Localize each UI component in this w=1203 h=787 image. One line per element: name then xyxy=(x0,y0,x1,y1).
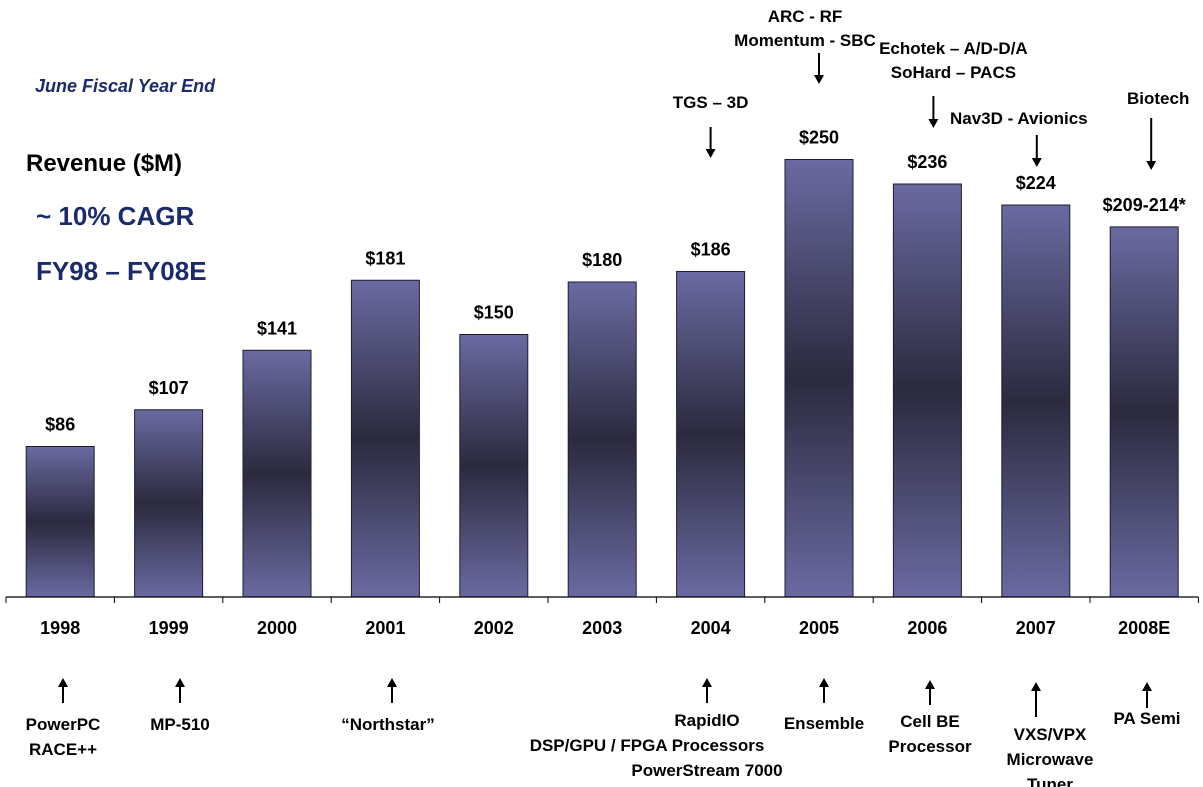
bar-2005 xyxy=(784,159,854,598)
bar-2001 xyxy=(350,279,420,598)
bottom-annotation-2006: Cell BE xyxy=(900,712,960,731)
range-label: FY98 – FY08E xyxy=(36,256,207,286)
arrow-down-icon xyxy=(1146,161,1157,170)
arrow-down-icon xyxy=(705,149,716,158)
value-label-2000: $141 xyxy=(257,318,297,338)
chart-title: Revenue ($M) xyxy=(26,150,183,177)
category-label-2004: 2004 xyxy=(691,618,731,638)
arrow-up-icon xyxy=(58,678,68,687)
arrow-up-icon xyxy=(702,678,712,687)
bar-2003 xyxy=(567,281,637,598)
top-annotation-2005: Momentum - SBC xyxy=(734,31,876,50)
category-label-1999: 1999 xyxy=(149,618,189,638)
category-label-2008e: 2008E xyxy=(1118,618,1170,638)
bottom-annotation-2006: Processor xyxy=(888,737,972,756)
bar-2006 xyxy=(892,183,962,598)
category-label-2005: 2005 xyxy=(799,618,839,638)
bottom-annotation-2007: VXS/VPX xyxy=(1014,725,1087,744)
value-label-2001: $181 xyxy=(365,248,405,268)
bar-1999 xyxy=(134,409,204,598)
value-label-1999: $107 xyxy=(149,378,189,398)
top-annotation-2008e: Biotech xyxy=(1127,89,1189,108)
arrow-down-icon xyxy=(814,75,824,84)
bar-2007 xyxy=(1001,204,1071,598)
bottom-annotation-2004: RapidIO xyxy=(674,711,739,730)
bottom-annotation-2001: “Northstar” xyxy=(341,715,435,734)
arrow-down-icon xyxy=(928,119,939,128)
top-annotation-2006: SoHard – PACS xyxy=(891,63,1016,82)
bottom-annotation-2007: Tuner xyxy=(1027,775,1073,787)
category-label-2002: 2002 xyxy=(474,618,514,638)
bottom-annotation-1999: MP-510 xyxy=(150,715,210,734)
arrow-up-icon xyxy=(175,678,185,687)
value-label-2002: $150 xyxy=(474,303,514,323)
bottom-annotation-2004: PowerStream 7000 xyxy=(631,761,782,780)
value-label-2006: $236 xyxy=(907,152,947,172)
bottom-annotation-1998: RACE++ xyxy=(29,740,97,759)
arrow-up-icon xyxy=(925,680,935,689)
category-label-1998: 1998 xyxy=(40,618,80,638)
top-annotation-2004: TGS – 3D xyxy=(673,93,749,112)
bar-2008e xyxy=(1109,226,1179,598)
category-label-2007: 2007 xyxy=(1016,618,1056,638)
bar-2004 xyxy=(676,271,746,598)
category-label-2006: 2006 xyxy=(907,618,947,638)
bottom-annotation-1998: PowerPC xyxy=(26,715,101,734)
arrow-up-icon xyxy=(819,678,829,687)
category-label-2000: 2000 xyxy=(257,618,297,638)
value-label-2003: $180 xyxy=(582,250,622,270)
arrow-up-icon xyxy=(387,678,397,687)
category-label-2003: 2003 xyxy=(582,618,622,638)
bar-1998 xyxy=(25,446,95,598)
arrow-up-icon xyxy=(1031,682,1041,691)
bottom-annotation-2005: Ensemble xyxy=(784,714,864,733)
fiscal-year-note: June Fiscal Year End xyxy=(35,76,216,96)
cagr-label: ~ 10% CAGR xyxy=(36,201,195,231)
arrow-down-icon xyxy=(1031,158,1042,167)
value-label-1998: $86 xyxy=(45,415,75,435)
category-label-2001: 2001 xyxy=(365,618,405,638)
bar-2002 xyxy=(459,334,529,598)
top-annotation-2005: ARC - RF xyxy=(768,7,843,26)
value-label-2007: $224 xyxy=(1016,173,1056,193)
bar-2000 xyxy=(242,349,312,598)
bottom-annotation-2008e: PA Semi xyxy=(1113,709,1180,728)
arrow-up-icon xyxy=(1142,682,1152,691)
bottom-annotation-2004: DSP/GPU / FPGA Processors xyxy=(530,736,765,755)
value-label-2004: $186 xyxy=(691,240,731,260)
value-label-2005: $250 xyxy=(799,128,839,148)
bottom-annotation-2007: Microwave xyxy=(1007,750,1094,769)
top-annotation-2007: Nav3D - Avionics xyxy=(950,109,1088,128)
value-label-2008e: $209-214* xyxy=(1103,195,1186,215)
top-annotation-2006: Echotek – A/D-D/A xyxy=(879,39,1028,58)
